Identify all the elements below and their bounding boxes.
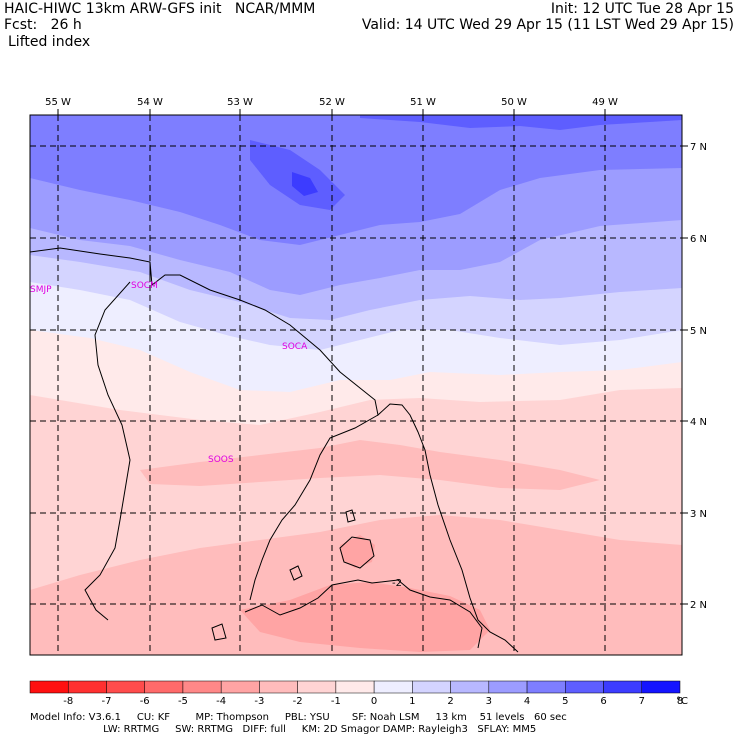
contour-lines — [211, 509, 483, 649]
valid-time: Valid: 14 UTC Wed 29 Apr 15 (11 LST Wed … — [361, 17, 734, 33]
colorbar-tick-label: -8 — [63, 696, 73, 707]
colorbar-tick-label: 2 — [447, 696, 453, 707]
lifted-index-field — [30, 115, 682, 655]
colorbar-tick-label: 6 — [600, 696, 606, 707]
forecast-hour: Fcst: 26 h — [4, 17, 82, 33]
lat-label: 2 N — [690, 600, 707, 611]
colorbar-tick-label: -2 — [293, 696, 303, 707]
lon-label: 50 W — [501, 97, 527, 108]
colorbar-tick-label: 3 — [486, 696, 492, 707]
colorbar-tick-label: 1 — [409, 696, 415, 707]
lon-label: 55 W — [45, 97, 71, 108]
colorbar-tick-label: 8 — [677, 696, 683, 707]
station-label: SOCM — [131, 281, 158, 291]
run-title: HAIC-HIWC 13km ARW-GFS init NCAR/MMM — [4, 1, 316, 17]
station-label: SOOS — [208, 455, 234, 465]
colorbar-tick-label: -5 — [178, 696, 188, 707]
lat-label: 5 N — [690, 326, 707, 337]
lon-label: 51 W — [410, 97, 436, 108]
colorbar-swatch — [335, 680, 375, 694]
colorbar-swatch — [259, 680, 298, 694]
colorbar-tick-label: -1 — [331, 696, 341, 707]
colorbar-unit: °C — [676, 696, 688, 707]
colorbar-swatch — [603, 680, 643, 694]
colorbar-swatch — [526, 680, 566, 694]
colorbar-swatch — [220, 680, 260, 694]
colorbar-tick-label: 7 — [639, 696, 645, 707]
colorbar-swatch — [67, 680, 107, 694]
colorbar-swatch — [565, 680, 604, 694]
colorbar-swatch — [144, 680, 184, 694]
colorbar-tick-label: -4 — [216, 696, 226, 707]
colorbar-swatch — [641, 680, 681, 694]
lat-label: 3 N — [690, 509, 707, 520]
colorbar-tick-label: 4 — [524, 696, 530, 707]
lon-label: 53 W — [227, 97, 253, 108]
colorbar-tick-label: 0 — [371, 696, 377, 707]
model-info-line2: LW: RRTMG SW: RRTMG DIFF: full KM: 2D Sm… — [30, 724, 537, 735]
lon-label: 49 W — [592, 97, 618, 108]
axis-ticks — [57, 109, 688, 605]
colorbar-swatch — [29, 680, 69, 694]
colorbar-swatch — [488, 680, 528, 694]
colorbar-swatch — [373, 680, 413, 694]
colorbar-tick-label: -7 — [101, 696, 111, 707]
station-label: SOCA — [282, 342, 308, 352]
map-frame — [29, 114, 683, 656]
coastline-borders — [30, 247, 519, 653]
colorbar: -8 -7 -6 -5 -4 -3 -2 -1 0 1 2 3 4 5 6 7 8°C — [29, 680, 688, 707]
colorbar-swatch — [182, 680, 222, 694]
colorbar-tick-label: 5 — [562, 696, 568, 707]
lon-label: 52 W — [319, 97, 345, 108]
colorbar-swatch — [450, 680, 490, 694]
colorbar-swatch — [412, 680, 451, 694]
lon-label: 54 W — [137, 97, 163, 108]
model-info-line1: Model Info: V3.6.1 CU: KF MP: Thompson P… — [30, 712, 567, 723]
colorbar-swatch — [106, 680, 145, 694]
lat-label: 6 N — [690, 234, 707, 245]
lat-lon-grid — [30, 115, 682, 655]
lat-label: 7 N — [690, 142, 707, 153]
init-time: Init: 12 UTC Tue 28 Apr 15 — [550, 1, 734, 17]
colorbar-swatch — [297, 680, 337, 694]
station-label: SMJP — [30, 285, 52, 295]
field-name: Lifted index — [8, 34, 91, 50]
lat-label: 4 N — [690, 417, 707, 428]
colorbar-tick-label: -3 — [254, 696, 264, 707]
contour-label: -2 — [392, 578, 402, 589]
colorbar-tick-label: -6 — [140, 696, 150, 707]
